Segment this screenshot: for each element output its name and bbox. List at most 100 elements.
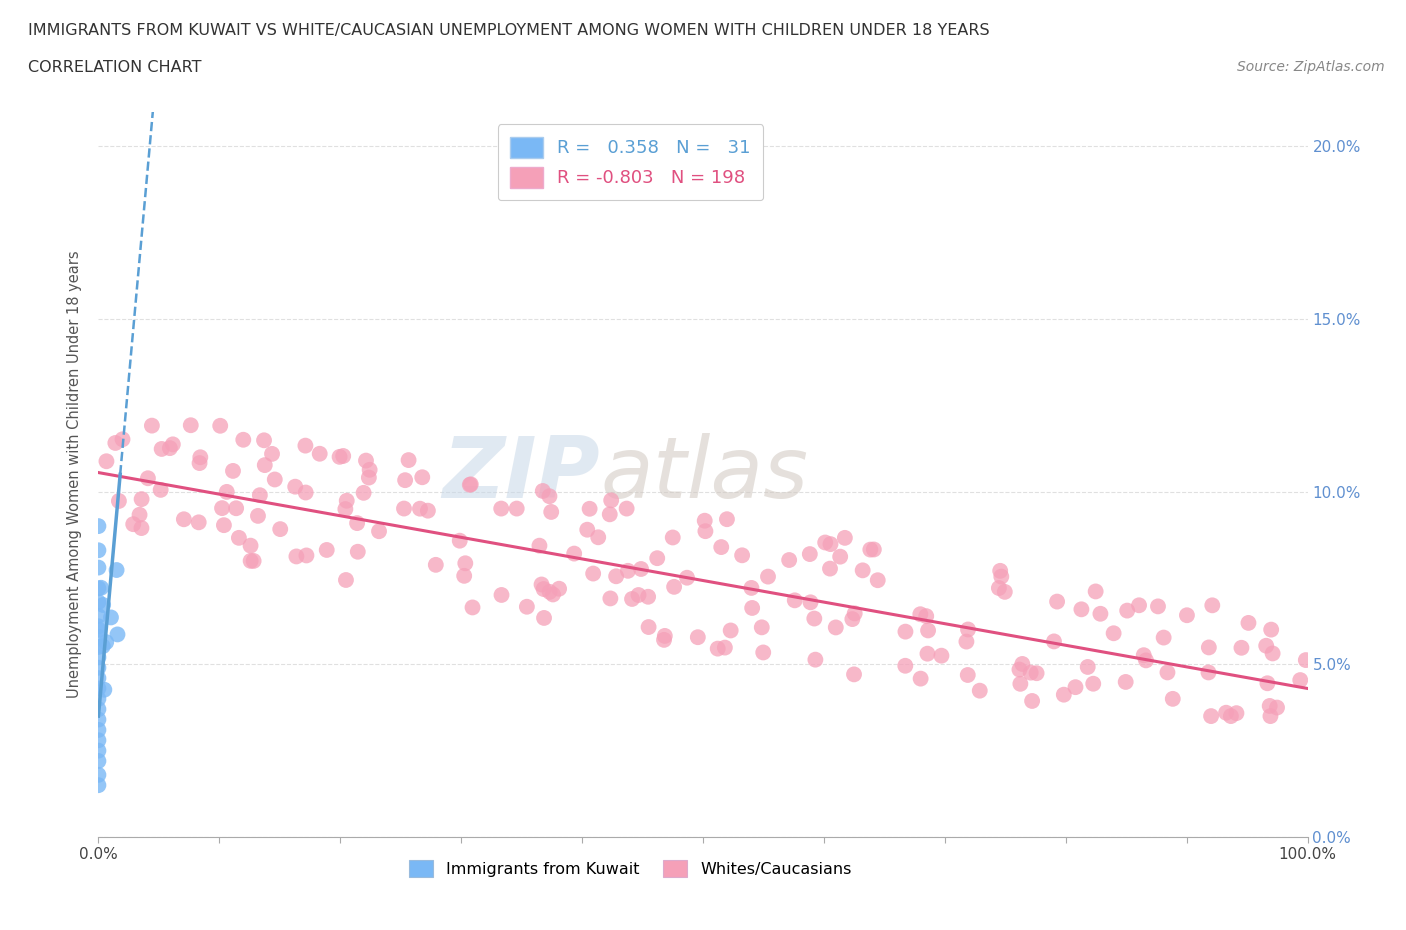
Point — [969, 684, 991, 698]
Point — [714, 640, 737, 655]
Point — [599, 507, 621, 522]
Point — [1258, 698, 1281, 713]
Point — [87, 712, 110, 727]
Point — [131, 492, 153, 507]
Point — [295, 548, 318, 563]
Point — [368, 524, 391, 538]
Point — [232, 432, 254, 447]
Point — [710, 539, 733, 554]
Point — [661, 530, 683, 545]
Point — [637, 619, 659, 634]
Point — [516, 599, 538, 614]
Point — [1116, 604, 1139, 618]
Point — [87, 723, 110, 737]
Point — [1132, 648, 1154, 663]
Point — [693, 513, 716, 528]
Point — [548, 581, 571, 596]
Point — [284, 479, 307, 494]
Point — [87, 543, 110, 558]
Point — [1008, 662, 1031, 677]
Point — [260, 446, 283, 461]
Point — [917, 623, 939, 638]
Point — [150, 442, 173, 457]
Point — [87, 618, 110, 633]
Legend: Immigrants from Kuwait, Whites/Caucasians: Immigrants from Kuwait, Whites/Caucasian… — [404, 853, 858, 884]
Point — [1053, 687, 1076, 702]
Point — [308, 446, 330, 461]
Point — [1256, 638, 1278, 653]
Point — [336, 493, 359, 508]
Point — [627, 588, 650, 603]
Point — [852, 563, 875, 578]
Point — [841, 612, 863, 627]
Point — [695, 524, 717, 538]
Point — [582, 566, 605, 581]
Point — [1135, 653, 1157, 668]
Text: atlas: atlas — [600, 432, 808, 516]
Point — [335, 573, 357, 588]
Point — [538, 584, 561, 599]
Point — [578, 501, 600, 516]
Point — [1147, 599, 1170, 614]
Point — [1198, 665, 1220, 680]
Point — [859, 542, 882, 557]
Text: CORRELATION CHART: CORRELATION CHART — [28, 60, 201, 75]
Point — [1260, 709, 1282, 724]
Point — [1153, 631, 1175, 645]
Point — [454, 556, 477, 571]
Point — [917, 646, 939, 661]
Point — [652, 632, 675, 647]
Text: Source: ZipAtlas.com: Source: ZipAtlas.com — [1237, 60, 1385, 74]
Point — [741, 601, 763, 616]
Point — [87, 519, 110, 534]
Point — [616, 501, 638, 516]
Point — [96, 635, 118, 650]
Point — [335, 501, 357, 516]
Point — [990, 569, 1012, 584]
Point — [87, 650, 110, 665]
Point — [346, 544, 368, 559]
Point — [359, 462, 381, 477]
Text: ZIP: ZIP — [443, 432, 600, 516]
Point — [159, 441, 181, 456]
Point — [994, 584, 1017, 599]
Point — [866, 573, 889, 588]
Point — [87, 743, 110, 758]
Point — [222, 463, 245, 478]
Point — [357, 471, 380, 485]
Point — [329, 449, 352, 464]
Point — [599, 591, 621, 605]
Point — [131, 521, 153, 536]
Point — [540, 504, 562, 519]
Point — [931, 648, 953, 663]
Point — [1219, 709, 1241, 724]
Point — [246, 509, 269, 524]
Point — [458, 477, 481, 492]
Point — [239, 538, 262, 553]
Point — [87, 733, 110, 748]
Point — [87, 671, 110, 685]
Point — [630, 562, 652, 577]
Point — [803, 611, 825, 626]
Point — [453, 568, 475, 583]
Point — [1260, 622, 1282, 637]
Point — [799, 547, 821, 562]
Point — [1237, 616, 1260, 631]
Point — [87, 691, 110, 706]
Point — [662, 579, 685, 594]
Point — [1156, 665, 1178, 680]
Point — [799, 595, 821, 610]
Point — [1201, 598, 1223, 613]
Point — [346, 515, 368, 530]
Point — [449, 533, 471, 548]
Point — [87, 681, 110, 696]
Point — [531, 484, 554, 498]
Point — [751, 620, 773, 635]
Point — [533, 610, 555, 625]
Point — [617, 564, 640, 578]
Point — [141, 418, 163, 433]
Point — [111, 432, 134, 446]
Point — [149, 483, 172, 498]
Point — [1225, 706, 1247, 721]
Point — [1070, 602, 1092, 617]
